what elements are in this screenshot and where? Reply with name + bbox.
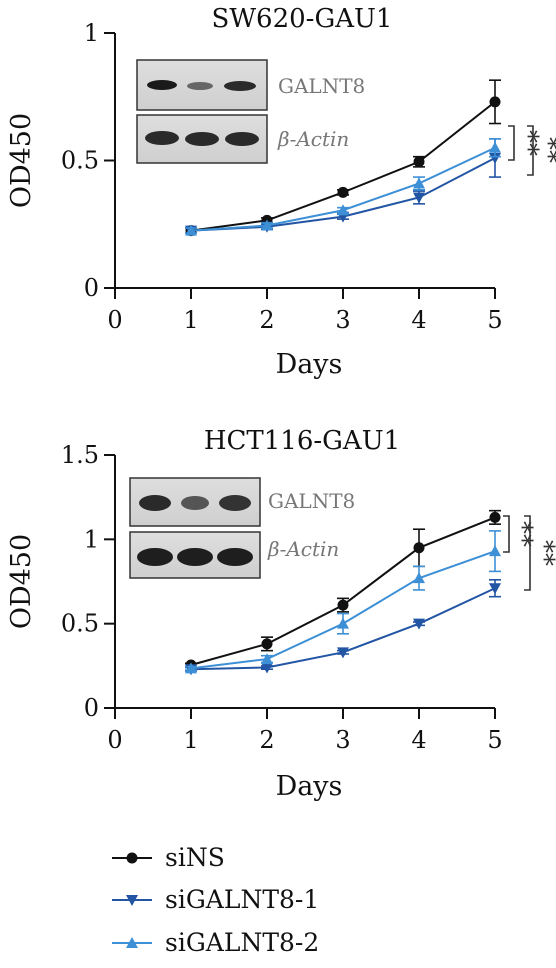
panel-hct116: HCT116-GAU1 0 0.5 1 1.5 0 1 2 3 4 5 Days OD450 GALN…	[6, 426, 556, 802]
y-tick-label: 1	[84, 19, 99, 47]
data-point	[185, 662, 197, 674]
data-point	[413, 572, 425, 584]
legend-item-sigalnt8-2: siGALNT8-2	[112, 928, 319, 957]
blot-band	[185, 132, 219, 146]
data-point	[185, 224, 197, 236]
significance-stars: **	[513, 130, 543, 156]
data-point	[337, 599, 349, 611]
western-blot-inset: GALNT8 β-Actin	[129, 477, 355, 579]
x-tick-label: 3	[335, 726, 350, 754]
data-point	[337, 204, 349, 216]
legend-item-sigalnt8-1: siGALNT8-1	[112, 885, 319, 914]
x-tick-label: 1	[183, 726, 198, 754]
x-axis-title: Days	[276, 349, 343, 380]
data-point	[489, 583, 501, 595]
y-axis-title: OD450	[6, 113, 37, 208]
data-point	[413, 177, 425, 189]
blot-label-galnt8: GALNT8	[278, 74, 365, 98]
legend: siNS siGALNT8-1 siGALNT8-2	[112, 843, 319, 957]
data-point	[489, 96, 501, 108]
data-point	[489, 511, 501, 523]
x-tick-label: 1	[183, 306, 198, 334]
y-axis-title: OD450	[6, 534, 37, 629]
x-tick-label: 5	[487, 306, 502, 334]
data-point	[413, 542, 425, 554]
y-tick-label: 0	[84, 274, 99, 302]
data-point	[489, 545, 501, 557]
legend-marker-circle	[126, 852, 138, 864]
y-tick-label: 1.5	[61, 441, 99, 469]
significance-stars: **	[529, 540, 556, 566]
blot-band	[139, 495, 171, 511]
blot-band	[177, 548, 213, 566]
blot-band	[145, 131, 179, 145]
legend-item-sins: siNS	[112, 843, 225, 872]
plot-area: 0 0.5 1 0 1 2 3 4 5 Days OD450	[6, 19, 503, 380]
legend-label: siGALNT8-2	[165, 928, 319, 957]
blot-band	[219, 495, 251, 511]
x-tick-label: 0	[107, 306, 122, 334]
panel-sw620: SW620-GAU1 0 0.5 1 0 1 2 3 4 5 Days OD450 GALNT8 β…	[6, 4, 556, 380]
y-tick-label: 1	[84, 525, 99, 553]
blot-label-galnt8: GALNT8	[268, 489, 355, 513]
blot-band	[224, 81, 256, 91]
data-point	[413, 192, 425, 204]
x-tick-label: 2	[259, 306, 274, 334]
data-point	[337, 617, 349, 629]
significance-stars: **	[507, 521, 537, 547]
legend-marker-triangle-down	[126, 895, 138, 906]
blot-label-actin: β-Actin	[277, 127, 349, 151]
legend-marker-triangle-up	[126, 937, 138, 948]
blot-band	[137, 548, 173, 566]
chart-title: SW620-GAU1	[212, 4, 393, 34]
legend-label: siGALNT8-1	[165, 885, 319, 914]
data-point	[337, 186, 349, 198]
blot-band	[225, 132, 259, 146]
plot-area: 0 0.5 1 1.5 0 1 2 3 4 5 Days OD450	[6, 441, 503, 802]
x-tick-label: 4	[411, 726, 426, 754]
data-point	[489, 152, 501, 164]
x-tick-label: 5	[487, 726, 502, 754]
data-point	[261, 653, 273, 665]
blot-band	[147, 80, 177, 90]
blot-band	[187, 82, 213, 90]
y-tick-label: 0.5	[61, 610, 99, 638]
chart-title: HCT116-GAU1	[204, 426, 400, 456]
y-tick-label: 0	[84, 694, 99, 722]
western-blot-inset: GALNT8 β-Actin	[136, 59, 365, 164]
legend-label: siNS	[165, 843, 225, 872]
data-point	[413, 156, 425, 168]
blot-band	[217, 548, 253, 566]
data-point	[413, 618, 425, 630]
data-point	[261, 662, 273, 674]
x-tick-label: 3	[335, 306, 350, 334]
x-tick-label: 4	[411, 306, 426, 334]
data-point	[337, 647, 349, 659]
x-tick-label: 2	[259, 726, 274, 754]
significance-stars: **	[533, 137, 556, 163]
data-point	[489, 141, 501, 153]
data-point	[261, 219, 273, 231]
x-axis-title: Days	[276, 771, 343, 802]
blot-label-actin: β-Actin	[267, 537, 339, 561]
significance-brackets	[508, 125, 534, 176]
blot-band	[181, 496, 209, 510]
significance-brackets	[503, 515, 531, 591]
x-tick-label: 0	[107, 726, 122, 754]
data-point	[261, 638, 273, 650]
y-tick-label: 0.5	[61, 147, 99, 175]
